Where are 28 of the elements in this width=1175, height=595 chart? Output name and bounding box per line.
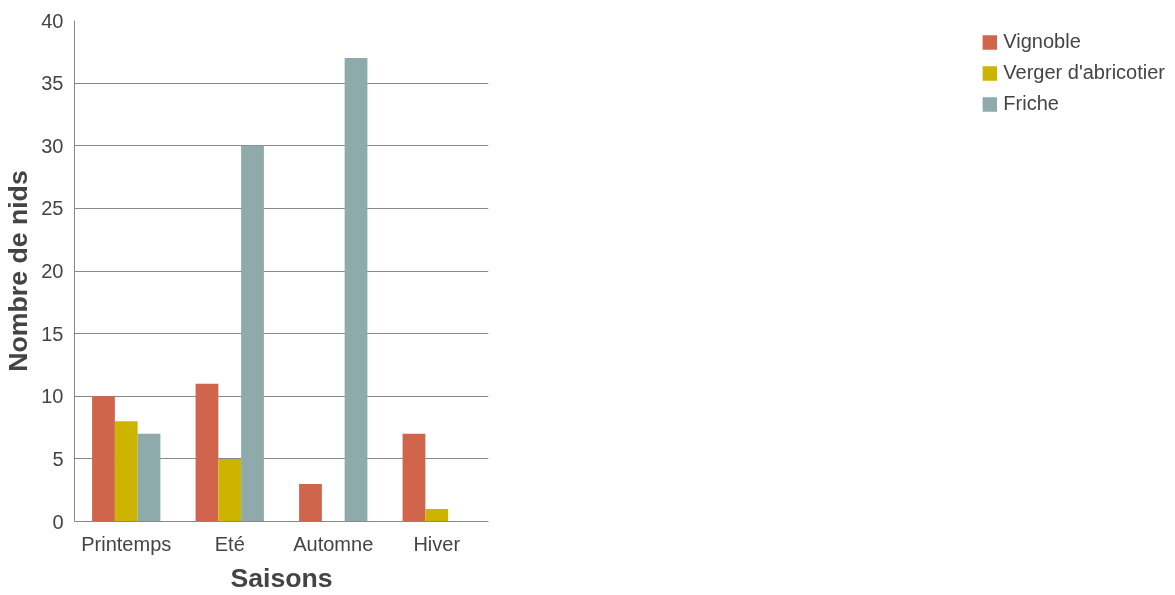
y-tick-label: 40 [41, 9, 64, 32]
bar [195, 383, 219, 522]
y-tick-label: 10 [41, 385, 64, 408]
y-tick-label: 15 [41, 322, 64, 345]
bar [299, 483, 322, 522]
y-tick-label: 30 [41, 134, 64, 157]
x-tick-label: Printemps [81, 532, 172, 555]
y-tick-label: 5 [52, 447, 64, 470]
legend-label: Friche [1003, 92, 1059, 115]
x-tick-label: Hiver [413, 532, 461, 555]
bar [344, 58, 368, 522]
x-tick-label: Automne [293, 532, 374, 555]
bar [425, 508, 449, 522]
y-axis-title: Nombre de nids [3, 170, 34, 372]
y-tick-label: 0 [52, 510, 64, 533]
x-axis-title: Saisons [230, 562, 333, 593]
bar [137, 433, 161, 522]
y-tick-label: 20 [41, 260, 64, 282]
bar [114, 421, 138, 522]
bar [402, 433, 426, 522]
legend-label: Vignoble [1003, 30, 1081, 53]
bar [241, 145, 264, 522]
bar [92, 396, 115, 522]
y-tick-label: 35 [41, 72, 64, 95]
y-tick-label: 25 [41, 197, 64, 220]
x-tick-label: Eté [214, 532, 245, 555]
bar [218, 458, 242, 522]
legend-label: Verger d'abricotier [1003, 61, 1165, 84]
